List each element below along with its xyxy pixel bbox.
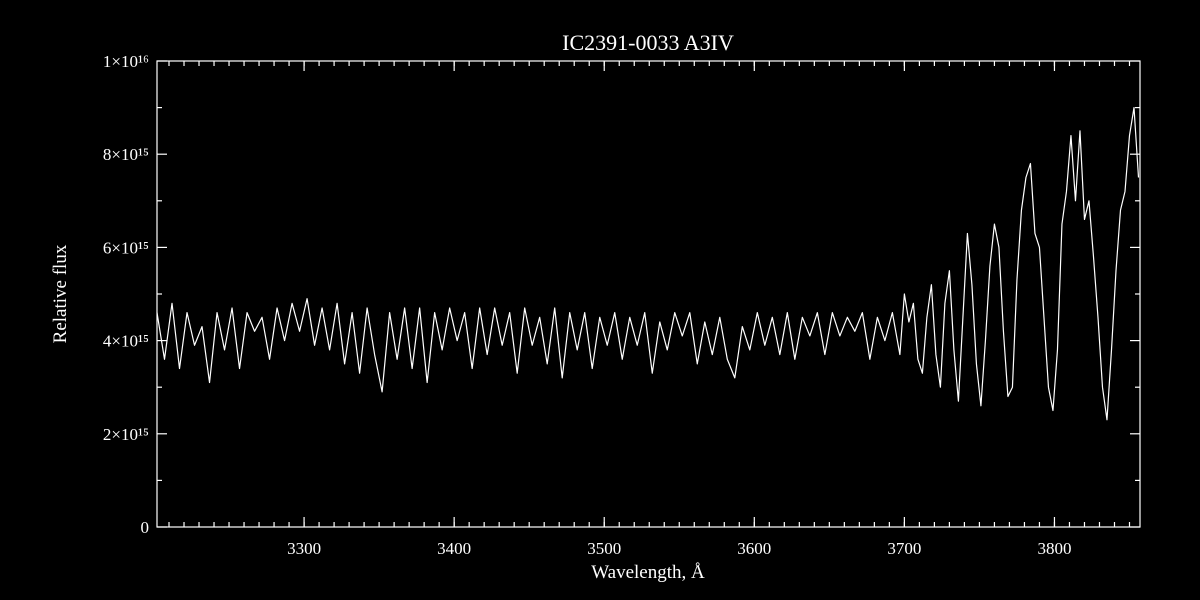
y-tick-label: 6×10¹⁵ — [103, 238, 149, 257]
y-tick-label: 2×10¹⁵ — [103, 425, 149, 444]
y-tick-label: 1×10¹⁶ — [103, 52, 149, 71]
x-tick-label: 3600 — [737, 539, 771, 558]
x-tick-label: 3400 — [437, 539, 471, 558]
spectrum-line — [156, 107, 1140, 421]
chart-title: IC2391-0033 A3IV — [562, 30, 734, 55]
x-axis-label: Wavelength, Å — [591, 562, 705, 583]
y-tick-label: 0 — [141, 518, 150, 537]
x-tick-label: 3300 — [287, 539, 321, 558]
y-tick-label: 4×10¹⁵ — [103, 332, 149, 351]
x-tick-label: 3700 — [887, 539, 921, 558]
y-tick-label: 8×10¹⁵ — [103, 145, 149, 164]
x-tick-label: 3500 — [587, 539, 621, 558]
y-axis-label: Relative flux — [50, 244, 71, 343]
x-tick-label: 3800 — [1037, 539, 1071, 558]
